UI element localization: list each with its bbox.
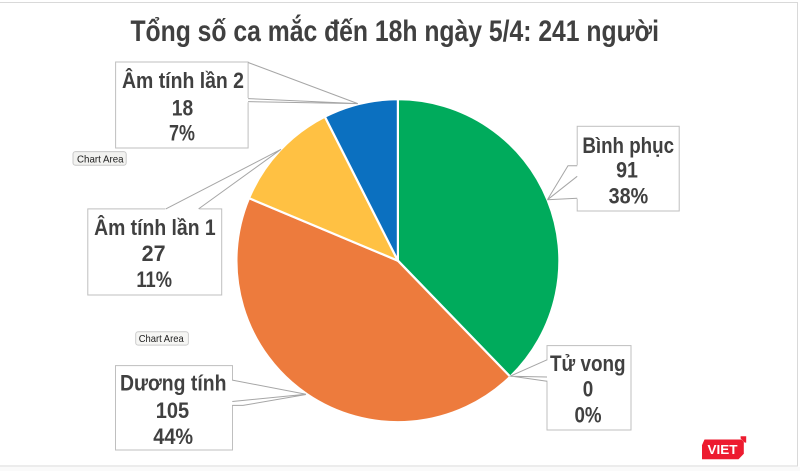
svg-text:Tử vong: Tử vong (550, 351, 626, 376)
svg-text:Âm tính lần 2: Âm tính lần 2 (122, 68, 244, 93)
svg-text:44%: 44% (153, 424, 193, 449)
svg-text:38%: 38% (609, 183, 649, 208)
svg-text:Âm tính lần 1: Âm tính lần 1 (94, 215, 216, 240)
svg-text:VIET: VIET (708, 443, 738, 457)
svg-text:105: 105 (156, 398, 189, 423)
svg-text:Dương tính: Dương tính (120, 371, 227, 396)
svg-text:Chart Area: Chart Area (139, 333, 184, 345)
svg-text:27: 27 (142, 241, 166, 266)
svg-text:7%: 7% (169, 121, 195, 146)
svg-text:91: 91 (616, 158, 638, 183)
svg-text:18: 18 (172, 95, 193, 120)
svg-text:0: 0 (583, 376, 594, 401)
svg-text:Chart Area: Chart Area (77, 153, 124, 165)
svg-text:11%: 11% (136, 267, 172, 292)
svg-text:Bình phục: Bình phục (582, 133, 674, 158)
svg-text:0%: 0% (574, 402, 601, 427)
svg-text:Tổng số ca mắc đến 18h ngày 5/: Tổng số ca mắc đến 18h ngày 5/4: 241 ngư… (130, 14, 659, 48)
